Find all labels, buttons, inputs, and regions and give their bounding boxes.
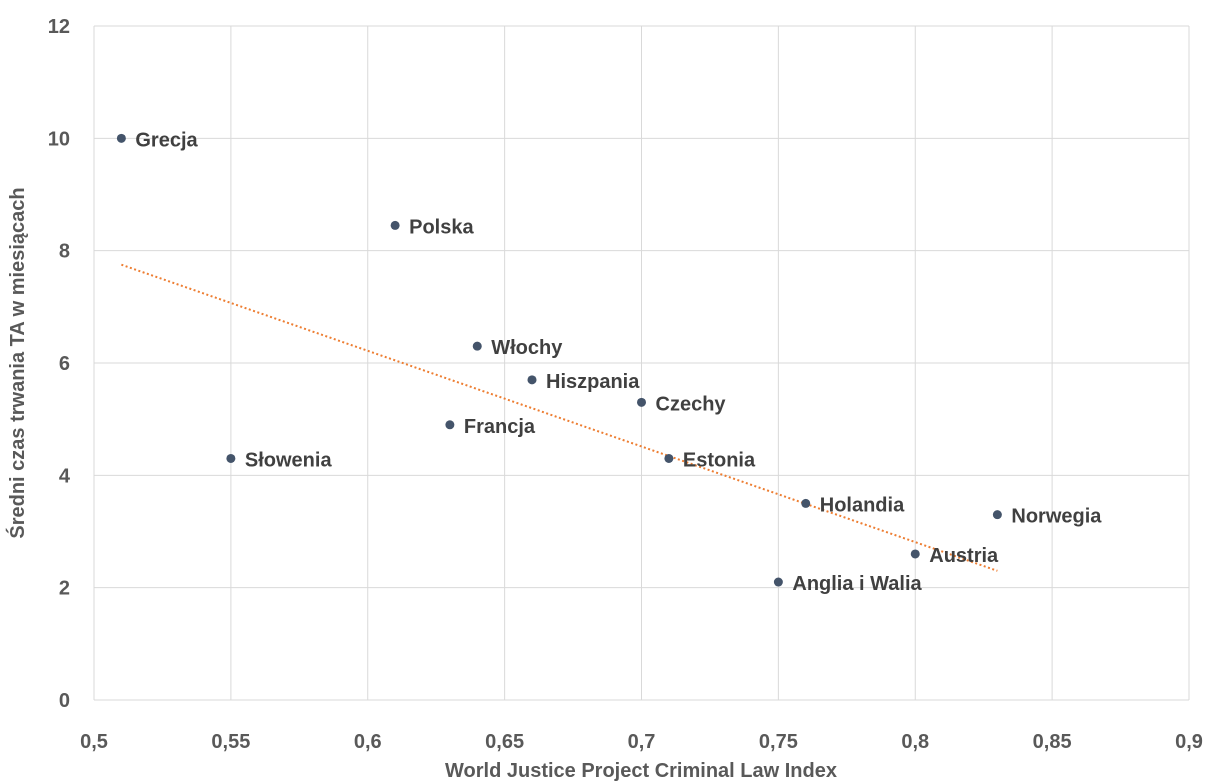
y-tick-label: 8 [59,241,70,263]
x-tick-label: 0,55 [211,731,250,753]
x-axis-title: World Justice Project Criminal Law Index [445,760,837,782]
y-tick-label: 2 [59,578,70,600]
x-tick-label: 0,6 [354,731,382,753]
data-point [390,220,400,230]
data-label: Hiszpania [546,371,640,393]
y-tick-label: 4 [59,465,71,487]
y-tick-label: 10 [48,128,70,150]
x-tick-label: 0,7 [628,731,656,753]
data-label: Polska [409,216,474,238]
data-label: Estonia [683,449,756,471]
data-label: Włochy [491,337,563,359]
data-point [664,453,674,463]
data-point [637,397,646,407]
data-label: Austria [929,545,999,567]
data-point [116,133,126,143]
trendline [121,263,998,572]
data-label: Czechy [656,393,727,415]
data-point [226,453,236,463]
x-tick-label: 0,75 [759,731,798,753]
data-points: Grecja Polska Włochy Hiszpania Czechy Francja… [116,129,1102,595]
y-tick-label: 12 [48,16,70,38]
x-tick-label: 0,65 [485,731,524,753]
data-label: Francja [464,416,536,438]
data-label: Norwegia [1011,506,1102,528]
x-axis-ticks: 0,5 0,55 0,6 0,65 0,7 0,75 0,8 0,85 0,9 [80,731,1203,753]
x-tick-label: 0,85 [1033,731,1072,753]
data-point [773,577,783,587]
x-tick-label: 0,5 [80,731,108,753]
data-point [801,498,811,508]
x-tick-label: 0,8 [901,731,929,753]
y-tick-label: 6 [59,353,70,375]
data-label: Anglia i Walia [792,573,922,595]
data-point [992,510,1002,520]
x-tick-label: 0,9 [1175,731,1203,753]
data-point [527,375,537,385]
data-point [445,420,455,430]
y-axis-title: Średni czas trwania TA w miesiącach [5,187,29,538]
y-tick-label: 0 [59,690,70,712]
data-label: Grecja [135,129,198,151]
y-axis-ticks: 0 2 4 6 8 10 12 [48,16,71,712]
data-point [910,549,920,559]
gridlines [93,25,1190,701]
data-label: Słowenia [245,449,333,471]
data-label: Holandia [820,494,905,516]
data-point [472,341,482,351]
